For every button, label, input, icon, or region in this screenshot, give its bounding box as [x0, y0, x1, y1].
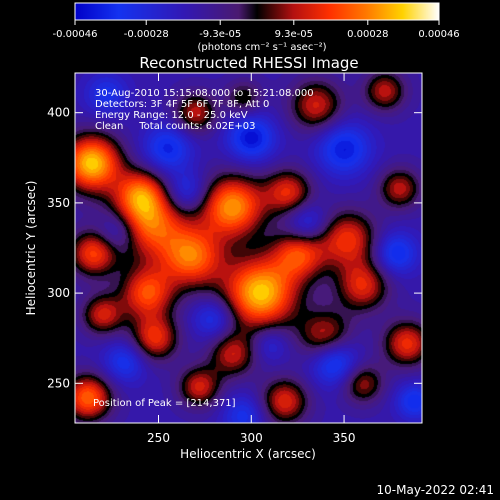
y-tick-label: 400: [47, 106, 70, 120]
colorbar-tick-label: 0.00046: [418, 29, 459, 40]
colorbar: [74, 2, 440, 21]
chart-title: Reconstructed RHESSI Image: [139, 54, 358, 72]
colorbar-tick-label: 9.3e-05: [275, 29, 313, 40]
x-tick-label: 300: [240, 431, 263, 445]
colorbar-ticks: -0.00046 -0.00028 -9.3e-05 9.3e-05 0.00028 0.…: [53, 20, 460, 40]
colorbar-units-label: (photons cm⁻² s⁻¹ asec⁻²): [197, 42, 326, 53]
timestamp: 10-May-2022 02:41: [377, 483, 494, 497]
colorbar-tick-label: -0.00046: [53, 29, 98, 40]
annotation-detectors: Detectors: 3F 4F 5F 6F 7F 8F, Att 0: [95, 99, 269, 110]
x-axis-label: Heliocentric X (arcsec): [180, 447, 316, 461]
colorbar-tick-label: -0.00028: [124, 29, 169, 40]
annotation-clean-counts: Clean Total counts: 6.02E+03: [95, 121, 255, 132]
peak-position-label: Position of Peak = [214,371]: [93, 398, 236, 409]
colorbar-tick-label: -9.3e-05: [199, 29, 241, 40]
x-tick-label: 350: [333, 431, 356, 445]
annotation-time-range: 30-Aug-2010 15:15:08.000 to 15:21:08.000: [95, 88, 314, 99]
y-tick-label: 300: [47, 286, 70, 300]
annotation-energy-range: Energy Range: 12.0 - 25.0 keV: [95, 110, 248, 121]
heatmap-image: [75, 73, 422, 423]
annotation-block: 30-Aug-2010 15:15:08.000 to 15:21:08.000…: [95, 88, 314, 132]
heatmap-area: [75, 73, 422, 423]
colorbar-tick-label: 0.00028: [347, 29, 388, 40]
plot-frame: [74, 72, 423, 424]
axis-ticks: 250 300 350 250 300 350 400: [47, 73, 422, 445]
y-tick-label: 250: [47, 376, 70, 390]
y-tick-label: 350: [47, 196, 70, 210]
y-axis-label: Heliocentric Y (arcsec): [24, 181, 38, 316]
x-tick-label: 250: [147, 431, 170, 445]
